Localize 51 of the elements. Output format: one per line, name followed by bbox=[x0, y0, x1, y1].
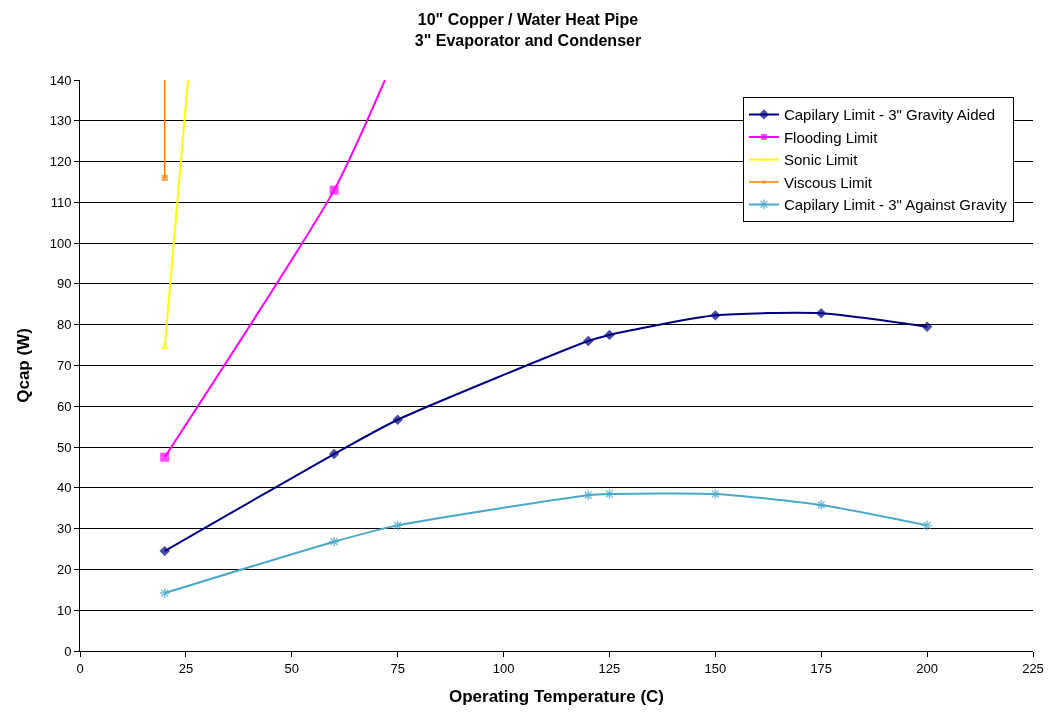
point bbox=[159, 587, 171, 599]
point bbox=[815, 499, 827, 511]
x-tick-label: 100 bbox=[492, 660, 515, 676]
point bbox=[159, 545, 170, 557]
point bbox=[392, 414, 403, 425]
x-tick-label: 0 bbox=[76, 660, 84, 676]
point bbox=[603, 488, 615, 500]
x-tick-label: 200 bbox=[916, 660, 938, 676]
point bbox=[392, 519, 404, 531]
y-tick-label: 140 bbox=[49, 72, 72, 88]
y-tick-label: 130 bbox=[49, 113, 72, 129]
y-tick-label: 80 bbox=[56, 317, 72, 333]
x-tick-label: 225 bbox=[1022, 660, 1044, 676]
x-tick-label: 50 bbox=[284, 660, 300, 676]
y-tick-label: 120 bbox=[49, 154, 72, 170]
point bbox=[816, 308, 827, 319]
x-axis-title: Operating Temperature (C) bbox=[448, 687, 665, 706]
x-tick-label: 175 bbox=[810, 660, 833, 676]
point bbox=[921, 321, 933, 332]
x-tick-label: 150 bbox=[704, 660, 727, 676]
y-tick-label: 60 bbox=[56, 398, 72, 414]
point bbox=[710, 310, 721, 321]
point bbox=[329, 185, 339, 195]
y-axis-title: Qcap (W) bbox=[14, 328, 34, 403]
point bbox=[328, 536, 340, 548]
point bbox=[161, 174, 168, 181]
y-tick-label: 20 bbox=[56, 561, 72, 577]
legend-label: Flooding Limit bbox=[783, 128, 879, 146]
point bbox=[328, 448, 340, 460]
legend-label: Viscous Limit bbox=[783, 173, 873, 191]
y-tick-label: 90 bbox=[56, 276, 72, 292]
point bbox=[583, 335, 594, 347]
x-tick-label: 25 bbox=[178, 660, 194, 676]
y-tick-label: 50 bbox=[56, 439, 72, 455]
point bbox=[604, 329, 615, 341]
y-tick-label: 0 bbox=[64, 643, 72, 659]
y-tick-label: 10 bbox=[56, 602, 72, 618]
y-tick-label: 30 bbox=[56, 521, 72, 537]
point bbox=[921, 519, 933, 531]
legend-label: Sonic Limit bbox=[783, 151, 859, 169]
y-tick-label: 70 bbox=[56, 358, 72, 374]
y-tick-label: 100 bbox=[49, 235, 72, 251]
y-tick-label: 110 bbox=[50, 194, 72, 210]
point bbox=[160, 452, 170, 462]
legend-label: Capilary Limit - 3" Against Gravity bbox=[783, 196, 1008, 214]
point bbox=[582, 489, 594, 501]
chart-title: 10" Copper / Water Heat Pipe 3" Evaporator and Condenser bbox=[414, 11, 642, 50]
y-tick-label: 40 bbox=[56, 480, 72, 496]
x-tick-label: 75 bbox=[390, 660, 405, 676]
x-tick-label: 125 bbox=[598, 660, 621, 676]
legend-label: Capilary Limit - 3" Gravity Aided bbox=[783, 106, 996, 124]
